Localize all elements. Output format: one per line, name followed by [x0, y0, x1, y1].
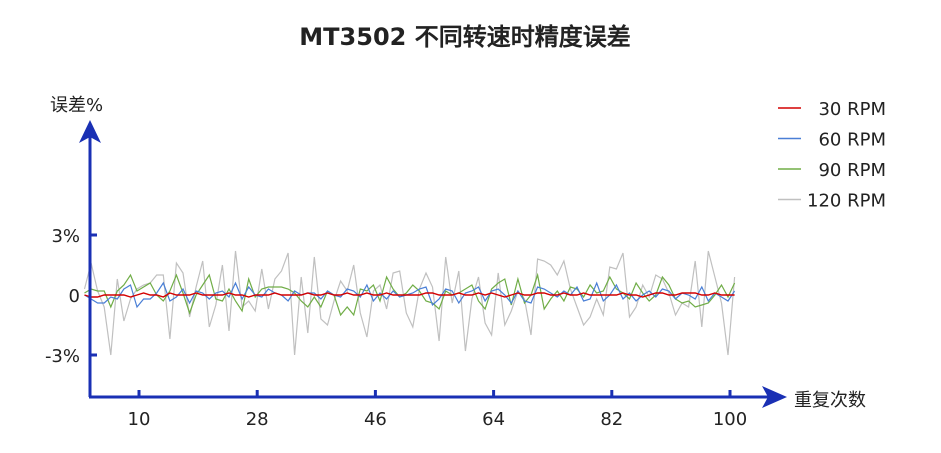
x-tick-label: 64	[482, 409, 505, 430]
y-axis-label: 误差%	[50, 95, 103, 116]
y-tick-label: -3%	[45, 346, 80, 367]
x-tick-label: 10	[128, 409, 151, 430]
series-line-120-rpm	[83, 250, 736, 356]
x-tick-label: 82	[600, 409, 623, 430]
y-axis-arrow-icon	[79, 120, 101, 143]
series-line-60-rpm	[84, 281, 736, 309]
y-tick-label: 0	[69, 286, 80, 307]
legend: 30 RPM 60 RPM 90 RPM 120 RPM	[778, 99, 886, 212]
axes	[79, 120, 787, 408]
x-tick-label: 46	[364, 409, 387, 430]
series-line-30-rpm	[84, 292, 735, 298]
legend-item: 120 RPM	[778, 191, 886, 212]
legend-label: 120 RPM	[807, 191, 886, 212]
x-tick-label: 28	[246, 409, 269, 430]
x-axis-label: 重复次数	[794, 390, 866, 411]
legend-label: 30 RPM	[818, 99, 886, 120]
y-tick-label: 3%	[51, 226, 80, 247]
legend-label: 90 RPM	[818, 160, 886, 181]
chart-title: MT3502 不同转速时精度误差	[299, 23, 630, 51]
legend-item: 30 RPM	[778, 99, 886, 120]
legend-item: 60 RPM	[778, 130, 886, 151]
legend-item: 90 RPM	[778, 160, 886, 181]
x-axis-arrow-icon	[762, 386, 787, 408]
plot-area	[83, 250, 736, 356]
legend-label: 60 RPM	[818, 130, 886, 151]
x-tick-label: 100	[713, 409, 747, 430]
